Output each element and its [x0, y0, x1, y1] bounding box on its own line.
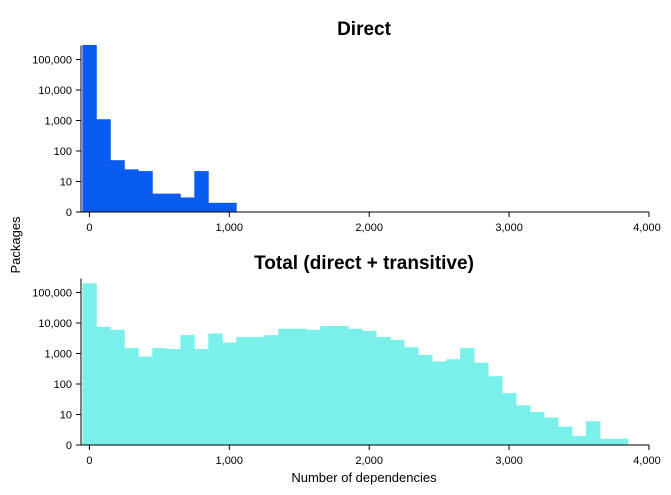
direct-axes: 0 10 100 1,000 10,000 100,000 0 1,000 2,000 3,000… — [32, 45, 661, 234]
histogram-bar — [82, 44, 97, 213]
histogram-bar — [306, 329, 321, 445]
histogram-bar — [180, 335, 195, 445]
histogram-bar — [376, 336, 391, 445]
total-axes: 0 10 100 1,000 10,000 100,000 0 1,000 2,000 3,000… — [32, 278, 661, 467]
histogram-bar — [208, 202, 223, 212]
y-tick-label: 100,000 — [32, 55, 72, 67]
histogram-bar — [600, 438, 615, 445]
y-axis-label: Packages — [8, 216, 23, 274]
histogram-bar — [138, 356, 153, 445]
histogram-bar — [460, 348, 475, 445]
histogram-bar — [432, 361, 447, 445]
histogram-bar — [236, 336, 251, 445]
histogram-bar — [180, 197, 195, 212]
histogram-bar — [208, 333, 223, 445]
histogram-bar — [110, 329, 125, 445]
histogram-bar — [96, 119, 111, 212]
x-tick-label: 3,000 — [495, 455, 523, 467]
total-title: Total (direct + transitive) — [254, 253, 474, 274]
histogram-bar — [138, 171, 153, 212]
histogram-bar — [404, 347, 419, 445]
y-tick-label: 100 — [54, 379, 72, 391]
histogram-bar — [586, 421, 601, 445]
histogram-bar — [278, 328, 293, 445]
histogram-bar — [96, 326, 111, 445]
y-tick-label: 10,000 — [38, 85, 72, 97]
x-tick-label: 1,000 — [216, 455, 244, 467]
y-tick-label: 100 — [54, 146, 72, 158]
total-panel: Total (direct + transitive) 0 10 100 1,000 1… — [32, 253, 661, 467]
y-tick-label: 10 — [60, 177, 72, 189]
x-tick-label: 4,000 — [633, 455, 661, 467]
histogram-bar — [250, 336, 265, 445]
histogram-bar — [418, 354, 433, 445]
histogram-bar — [124, 169, 139, 212]
y-tick-label: 100,000 — [32, 288, 72, 300]
x-tick-label: 0 — [86, 455, 92, 467]
y-tick-label: 0 — [66, 440, 72, 452]
x-tick-label: 3,000 — [495, 222, 523, 234]
histogram-bar — [222, 342, 237, 445]
direct-title: Direct — [337, 19, 392, 40]
histogram-bar — [334, 325, 349, 445]
histogram-bar — [502, 393, 517, 445]
histogram-bar — [194, 171, 209, 212]
total-bars — [82, 283, 629, 445]
histogram-bar — [390, 339, 405, 445]
histogram-bar — [292, 328, 307, 445]
x-tick-label: 2,000 — [355, 222, 383, 234]
x-tick-label: 4,000 — [633, 222, 661, 234]
histogram-bar — [488, 376, 503, 445]
x-tick-label: 2,000 — [355, 455, 383, 467]
histogram-bar — [530, 412, 545, 445]
y-tick-label: 10 — [60, 410, 72, 422]
y-tick-label: 0 — [66, 207, 72, 219]
histogram-bar — [124, 348, 139, 445]
x-tick-label: 1,000 — [216, 222, 244, 234]
histogram-bar — [152, 193, 167, 212]
histogram-bar — [320, 325, 335, 445]
histogram-bar — [152, 348, 167, 445]
histogram-bar — [222, 202, 237, 212]
histogram-bar — [348, 328, 363, 445]
histogram-bar — [166, 193, 181, 212]
histogram-bar — [110, 160, 125, 212]
histogram-bar — [362, 330, 377, 445]
y-tick-label: 10,000 — [38, 318, 72, 330]
histogram-bar — [264, 335, 279, 445]
x-axis-label: Number of dependencies — [291, 470, 437, 485]
histogram-bar — [544, 417, 559, 445]
histogram-bar — [572, 435, 587, 445]
direct-bars — [82, 44, 237, 213]
x-tick-label: 0 — [86, 222, 92, 234]
histogram-bar — [516, 405, 531, 445]
histogram-bar — [166, 349, 181, 445]
y-tick-label: 1,000 — [44, 116, 72, 128]
histogram-bar — [474, 362, 489, 445]
direct-panel: Direct 0 10 100 1,000 10,000 100,000 0 1,000 2,0… — [32, 19, 661, 234]
histogram-bar — [194, 349, 209, 445]
histogram-bar — [82, 283, 97, 445]
y-tick-label: 1,000 — [44, 349, 72, 361]
histogram-bar — [614, 438, 629, 445]
histogram-bar — [558, 426, 573, 445]
histogram-bar — [446, 359, 461, 445]
